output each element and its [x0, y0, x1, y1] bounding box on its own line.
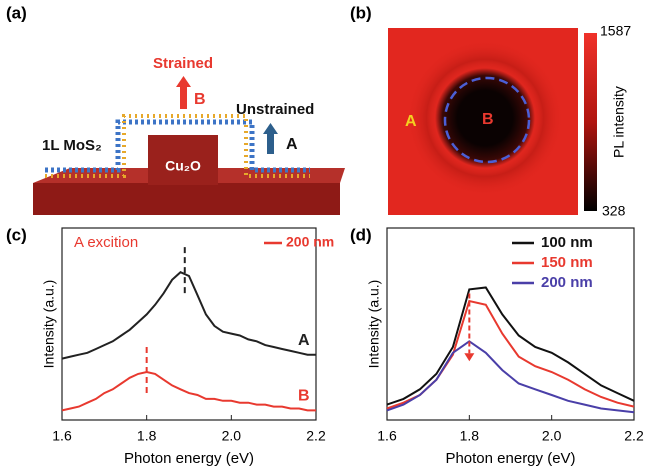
- line-series: [386, 340, 635, 414]
- legend-label: 200 nm: [286, 234, 334, 250]
- x-tick-label: 1.6: [377, 428, 397, 444]
- colorbar-label: PL intensity: [611, 86, 627, 158]
- colorbar-min: 328: [602, 203, 626, 219]
- series-label: A: [298, 332, 310, 349]
- arrow: [176, 76, 191, 87]
- x-tick-label: 2.2: [306, 428, 326, 444]
- pl-map: (b) A B 1587 328 PL intensity: [350, 3, 631, 218]
- x-tick-label: 2.0: [542, 428, 562, 444]
- plot-frame: [61, 227, 317, 421]
- dashed-circle: [443, 76, 531, 164]
- legend-label: 150 nm: [541, 254, 593, 271]
- legend-label: 200 nm: [541, 274, 593, 291]
- arrow: [180, 85, 187, 109]
- label-b: B: [482, 111, 494, 128]
- x-tick-label: 1.8: [460, 428, 480, 444]
- schematic: (a) Cu₂O 1L MoS₂ Strained B Unstrained A: [6, 3, 345, 215]
- mos2-layer: [45, 119, 310, 173]
- x-tick-label: 1.8: [137, 428, 157, 444]
- panel-label: (c): [6, 225, 27, 244]
- line-series: [61, 370, 316, 412]
- label-a: A: [405, 113, 417, 130]
- map-spot: [435, 68, 535, 168]
- panel-label: (a): [6, 3, 27, 22]
- panel-label: (d): [350, 225, 372, 244]
- arrow: [267, 132, 274, 154]
- x-axis-label: Photon energy (eV): [445, 450, 575, 467]
- substrate: [33, 183, 340, 215]
- line-series: [386, 286, 635, 406]
- unstrained-label: Unstrained: [236, 101, 314, 118]
- panel-label: (b): [350, 3, 372, 22]
- legend-label: 100 nm: [541, 234, 593, 251]
- mos2-layer: [45, 114, 310, 178]
- y-axis-label: Intensity (a.u.): [41, 280, 57, 369]
- label-b: B: [194, 91, 206, 108]
- x-tick-label: 1.6: [52, 428, 72, 444]
- arrow-head: [464, 353, 475, 362]
- annotation: A excition: [74, 234, 138, 251]
- core-block: [148, 135, 218, 185]
- line-series: [61, 271, 316, 360]
- series-label: B: [298, 388, 310, 405]
- core-label: Cu₂O: [165, 158, 201, 174]
- label-a: A: [286, 136, 298, 153]
- x-tick-label: 2.0: [222, 428, 242, 444]
- x-tick-label: 2.2: [624, 428, 644, 444]
- colorbar-max: 1587: [600, 23, 631, 39]
- colorbar: [584, 33, 597, 211]
- strained-label: Strained: [153, 55, 213, 72]
- x-axis-label: Photon energy (eV): [124, 450, 254, 467]
- layer-label: 1L MoS₂: [42, 137, 102, 154]
- y-axis-label: Intensity (a.u.): [366, 280, 382, 369]
- plot-frame: [386, 227, 635, 421]
- arrow: [263, 123, 278, 134]
